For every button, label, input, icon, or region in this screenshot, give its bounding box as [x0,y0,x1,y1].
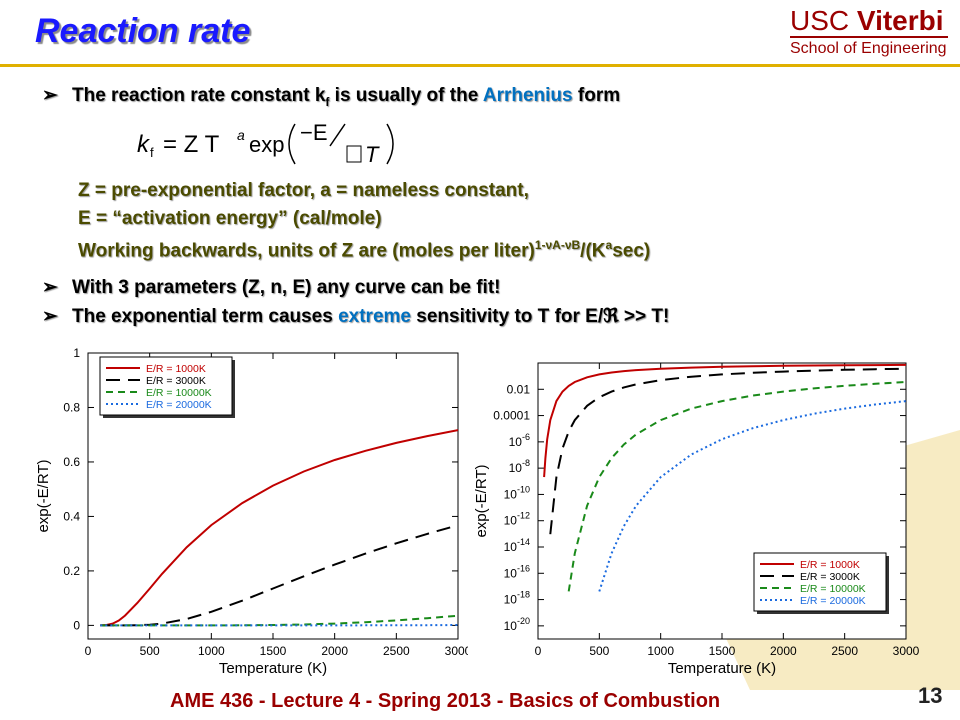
y-axis-label: exp(-E/RT) [35,459,52,532]
title-rule [0,64,960,67]
series-line-3 [598,400,906,592]
usc-viterbi-logo: USC Viterbi School of Engineering [790,5,948,57]
svg-text:= Z T: = Z T [163,131,220,158]
x-tick-label: 500 [140,644,160,658]
y-tick-label: 0 [73,618,80,632]
y-tick-label: 10-14 [504,537,530,554]
svg-text:exp: exp [249,132,284,157]
units-of-z: Working backwards, units of Z are (moles… [78,238,651,262]
svg-text:f: f [150,145,154,160]
y-tick-label: 10-10 [504,484,530,501]
svg-text:T: T [365,142,380,167]
x-tick-label: 1000 [647,644,674,658]
arrow-bullet-icon: ➢ [42,277,58,298]
y-axis-label: exp(-E/RT) [473,464,490,537]
series-line-2 [567,381,906,592]
page-title: Reaction rate [35,12,251,50]
series-line-0 [100,429,458,627]
legend-label-1: E/R = 3000K [800,571,860,583]
y-tick-label: 0.8 [63,400,80,414]
arrow-bullet-icon: ➢ [42,85,58,106]
y-tick-label: 0.2 [63,564,80,578]
x-tick-label: 500 [589,644,609,658]
series-line-1 [100,524,458,627]
bullet-parameters: ➢ With 3 parameters (Z, n, E) any curve c… [42,277,501,298]
arrow-bullet-icon: ➢ [42,306,58,327]
arrhenius-equation: k f = Z T a exp −E T [137,120,394,167]
y-tick-label: 0.6 [63,455,80,469]
legend-label-0: E/R = 1000K [800,559,860,571]
x-tick-label: 2500 [383,644,410,658]
y-tick-label: 0.4 [63,509,80,523]
bullet-arrhenius: ➢ The reaction rate constant kf is usuall… [42,85,621,109]
legend-label-1: E/R = 3000K [146,375,206,387]
legend-label-3: E/R = 20000K [800,595,866,607]
x-tick-label: 3000 [893,644,920,658]
footer: AME 436 - Lecture 4 - Spring 2013 - Basi… [170,690,721,712]
y-tick-label: 10-18 [504,590,530,607]
x-tick-label: 1500 [260,644,287,658]
y-tick-label: 10-12 [504,511,530,528]
x-tick-label: 1500 [709,644,736,658]
legend-label-2: E/R = 10000K [146,387,212,399]
legend-box [99,356,233,416]
bullet-sensitivity: ➢ The exponential term causes extreme sen… [42,306,670,327]
y-tick-label: 10-16 [504,563,530,580]
svg-text:−E: −E [300,120,328,145]
log-chart: 0 500 1000 1500 2000 2500 3000 0.01 0.0001 10-6 10… [473,362,920,677]
definition-e: E = “activation energy” (cal/mole) [78,208,382,229]
y-tick-label: 0.01 [507,382,531,396]
svg-text:k: k [137,131,151,158]
y-tick-label: 10-8 [509,458,530,475]
series-line-0 [543,363,906,478]
x-tick-label: 2000 [321,644,348,658]
legend-label-2: E/R = 10000K [800,583,866,595]
x-tick-label: 2000 [770,644,797,658]
legend-label-0: E/R = 1000K [146,363,206,375]
x-tick-label: 3000 [445,644,468,658]
x-tick-label: 2500 [831,644,858,658]
page-number: 13 [918,683,943,708]
definition-z-a: Z = pre-exponential factor, a = nameless… [78,180,529,201]
y-tick-label: 0.0001 [493,409,530,423]
y-tick-label: 10-20 [504,616,530,633]
legend-box [753,552,887,612]
linear-chart: 0 500 1000 1500 2000 2500 3000 0 0.2 0.4 0.6 0.8 1 Te… [35,346,468,677]
series-line-2 [100,614,458,627]
x-axis-label: Temperature (K) [219,660,327,677]
x-axis-label: Temperature (K) [668,660,776,677]
x-tick-label: 0 [535,644,542,658]
y-tick-label: 10-6 [509,432,530,449]
x-tick-label: 1000 [198,644,225,658]
x-tick-label: 0 [85,644,92,658]
svg-text:a: a [237,127,245,143]
y-tick-label: 1 [73,346,80,360]
legend-label-3: E/R = 20000K [146,399,212,411]
